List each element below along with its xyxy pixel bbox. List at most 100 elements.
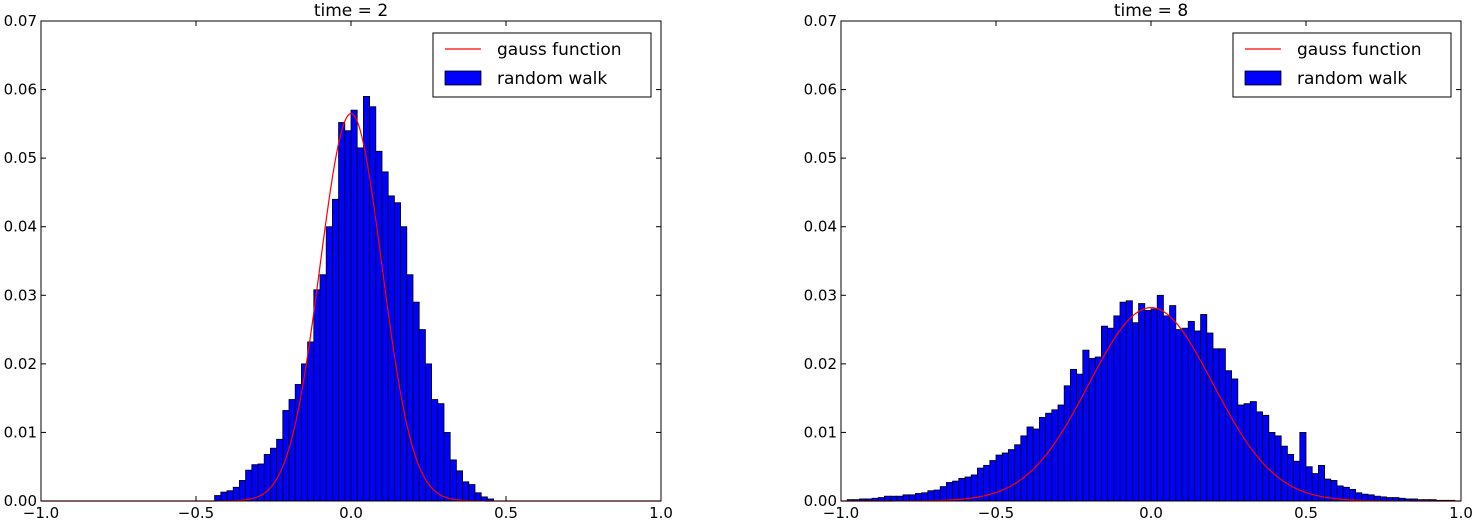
histogram-bar: [468, 484, 476, 502]
y-tick-label: 0.06: [4, 81, 37, 99]
y-tick-label: 0.04: [4, 218, 37, 236]
histogram-bar: [350, 109, 358, 502]
histogram-bar: [443, 432, 451, 502]
histogram-bar: [1163, 315, 1171, 502]
histogram-bar: [344, 130, 352, 502]
histogram-bar: [431, 399, 439, 502]
histogram-bar: [381, 171, 389, 502]
histogram-bar: [1212, 348, 1220, 502]
legend-box: [1232, 32, 1452, 98]
histogram-bar: [462, 481, 470, 502]
subplot-time-2: −1.0 −0.5 0.0 0.5 1.0 0.00 0.01 0.02 0.03 0.04 0.0…: [4, 1, 673, 520]
histogram-bar: [418, 329, 426, 502]
histogram-bar: [1107, 327, 1115, 502]
histogram-bar: [1076, 373, 1084, 502]
histogram-bar: [220, 491, 228, 502]
histogram-bar: [1088, 357, 1096, 502]
histogram-bar: [915, 493, 923, 502]
y-tick-label: 0.03: [804, 286, 837, 304]
x-tick-label: 0.0: [1139, 504, 1163, 520]
histogram-bar: [946, 482, 954, 502]
histogram-bar: [1349, 488, 1357, 502]
histogram-bar: [232, 486, 240, 502]
histogram-bar: [269, 447, 277, 502]
histogram-bar: [449, 459, 457, 502]
histogram-bar: [319, 274, 327, 502]
histogram-bar: [1138, 303, 1146, 502]
histogram-bar: [393, 202, 401, 502]
histogram-bar: [294, 384, 302, 502]
histogram-bar: [1150, 308, 1158, 502]
histogram-bar: [1020, 435, 1028, 502]
histogram-bar: [1057, 404, 1065, 502]
histogram-bar: [964, 476, 972, 502]
subplot-time-8: −1.0 −0.5 0.0 0.5 1.0 0.00 0.01 0.02 0.03 0.04 0.0…: [804, 1, 1473, 520]
y-tick-label: 0.00: [4, 492, 37, 510]
histogram-bar: [214, 495, 222, 502]
histogram-bar: [927, 490, 935, 502]
histogram-bar: [1305, 466, 1313, 502]
histogram-bar: [1051, 409, 1059, 502]
histogram-bar: [884, 495, 892, 502]
histogram-bar: [1262, 414, 1270, 502]
histogram-bar: [908, 494, 916, 502]
histogram-bar: [251, 464, 259, 502]
histogram-bar: [896, 495, 904, 502]
legend-gauss-label: gauss function: [497, 40, 622, 60]
histogram-bar: [412, 301, 420, 502]
legend: gauss function random walk: [1232, 32, 1452, 98]
histogram-bar: [1268, 432, 1276, 502]
histogram-bar: [288, 399, 296, 502]
histogram-bar: [1001, 452, 1009, 502]
histogram-bar: [356, 147, 364, 502]
x-tick-label: 0.5: [494, 504, 518, 520]
histogram-bar: [1070, 368, 1078, 502]
histogram-bar: [1026, 426, 1034, 502]
x-tick-label: −1.0: [23, 504, 59, 520]
legend-box: [432, 32, 652, 98]
histogram-bar: [1119, 301, 1127, 502]
histogram-bars: [846, 294, 1456, 502]
y-tick-label: 0.04: [804, 218, 837, 236]
histogram-bar: [455, 470, 463, 502]
histogram-bar: [1225, 370, 1233, 502]
histogram-bar: [1082, 349, 1090, 502]
histogram-bar: [1169, 305, 1177, 502]
legend-hist-swatch: [1244, 70, 1282, 86]
histogram-bar: [1218, 348, 1226, 502]
histogram-bar: [1274, 435, 1282, 502]
histogram-bar: [1113, 315, 1121, 502]
x-tick-label: −0.5: [978, 504, 1014, 520]
y-tick-label: 0.01: [804, 423, 837, 441]
histogram-bar: [307, 341, 315, 502]
histogram-bar: [245, 469, 253, 502]
histogram-bar: [890, 495, 898, 502]
y-tick-label: 0.01: [4, 423, 37, 441]
chart-title: time = 2: [314, 1, 388, 21]
histogram-bar: [939, 486, 947, 502]
histogram-bar: [1243, 403, 1251, 502]
x-tick-label: 0.5: [1294, 504, 1318, 520]
x-tick-label: 1.0: [1449, 504, 1473, 520]
y-tick-label: 0.05: [4, 149, 37, 167]
y-tick-label: 0.00: [804, 492, 837, 510]
histogram-bar: [1063, 385, 1071, 502]
legend-hist-label: random walk: [1297, 69, 1407, 89]
histogram-bar: [1094, 356, 1102, 502]
histogram-bar: [282, 410, 290, 502]
histogram-bar: [1008, 449, 1016, 502]
histogram-bar: [1144, 309, 1152, 502]
histogram-bar: [1175, 329, 1183, 502]
histogram-bar: [1032, 428, 1040, 502]
histogram-bar: [933, 489, 941, 502]
histogram-bar: [902, 494, 910, 502]
histogram-bar: [995, 454, 1003, 502]
y-tick-label: 0.02: [804, 355, 837, 373]
histogram-bar: [1206, 332, 1214, 502]
y-tick-label: 0.07: [804, 12, 837, 30]
legend: gauss function random walk: [432, 32, 652, 98]
y-tick-label: 0.07: [4, 12, 37, 30]
histogram-bar: [1287, 453, 1295, 502]
gauss-line: [841, 307, 1461, 502]
